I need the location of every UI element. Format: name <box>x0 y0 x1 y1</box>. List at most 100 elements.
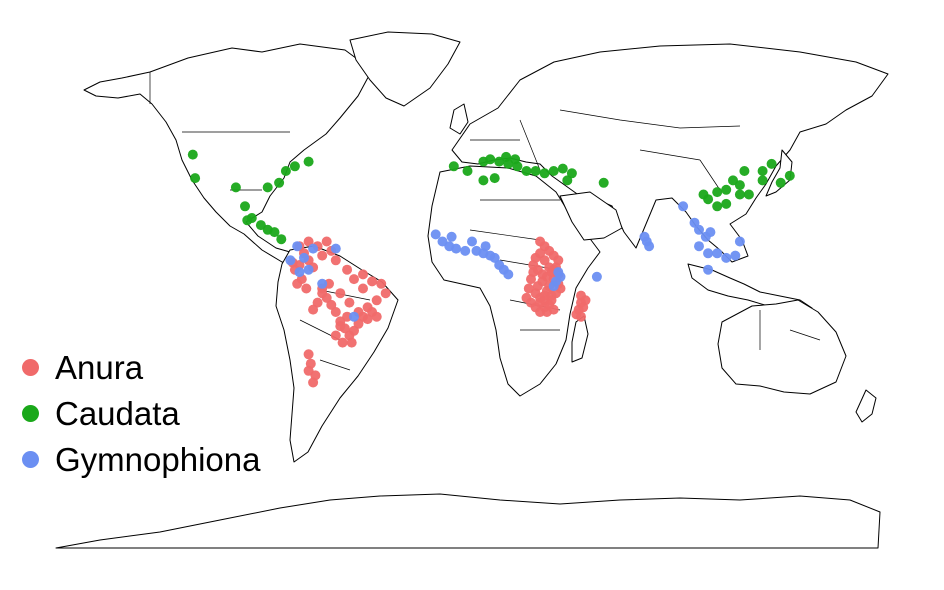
point-gymnophiona <box>460 245 471 256</box>
point-anura <box>371 311 382 322</box>
point-gymnophiona <box>480 241 491 252</box>
point-gymnophiona <box>734 236 745 247</box>
point-gymnophiona <box>694 241 704 252</box>
point-caudata <box>521 166 532 176</box>
point-anura <box>367 276 378 287</box>
point-gymnophiona <box>303 264 314 275</box>
british-isles-landmass <box>449 103 469 135</box>
point-anura <box>346 337 357 348</box>
point-gymnophiona <box>489 252 500 263</box>
point-caudata <box>775 177 786 188</box>
point-gymnophiona <box>299 252 309 263</box>
africa-landmass <box>427 165 601 397</box>
australia-landmass <box>717 299 847 395</box>
point-caudata <box>230 182 241 193</box>
point-anura <box>580 295 591 306</box>
point-anura <box>292 278 303 289</box>
point-anura <box>321 236 332 247</box>
point-anura <box>303 236 314 247</box>
point-caudata <box>276 234 287 245</box>
point-gymnophiona <box>591 271 602 282</box>
point-caudata <box>712 187 723 198</box>
point-caudata <box>539 168 550 179</box>
greenland-landmass <box>349 31 461 107</box>
point-caudata <box>448 161 459 172</box>
japan-landmass <box>765 149 793 197</box>
point-caudata <box>501 151 512 162</box>
point-caudata <box>242 215 253 226</box>
point-anura <box>358 283 368 294</box>
point-caudata <box>743 189 754 200</box>
legend-item-anura: Anura <box>22 344 260 390</box>
point-caudata <box>712 201 723 212</box>
point-gymnophiona <box>294 267 305 278</box>
point-anura <box>335 288 346 299</box>
point-anura <box>317 250 328 261</box>
point-anura <box>303 349 314 360</box>
point-gymnophiona <box>703 248 714 259</box>
point-gymnophiona <box>349 311 359 322</box>
point-anura <box>541 307 552 317</box>
point-gymnophiona <box>330 243 341 254</box>
point-anura <box>310 370 321 381</box>
point-gymnophiona <box>467 236 477 247</box>
point-anura <box>330 255 341 266</box>
point-caudata <box>510 154 521 165</box>
point-anura <box>337 337 348 348</box>
point-caudata <box>557 163 568 174</box>
point-anura <box>342 311 353 322</box>
point-anura <box>528 267 539 278</box>
point-anura <box>539 255 550 266</box>
legend-item-caudata: Caudata <box>22 390 260 436</box>
point-caudata <box>489 173 500 184</box>
point-caudata <box>721 184 732 195</box>
point-gymnophiona <box>712 248 723 259</box>
point-gymnophiona <box>705 227 716 238</box>
point-caudata <box>240 201 250 212</box>
arabia-landmass <box>559 191 623 241</box>
species-points <box>187 149 795 388</box>
point-caudata <box>757 166 768 176</box>
point-caudata <box>289 161 300 172</box>
point-gymnophiona <box>503 269 514 280</box>
point-anura <box>330 330 341 341</box>
point-anura <box>576 311 586 322</box>
point-gymnophiona <box>678 201 689 212</box>
point-anura <box>342 264 353 275</box>
legend-dot-anura <box>22 358 39 376</box>
antarctica-landmass <box>55 493 881 549</box>
point-caudata <box>598 177 609 188</box>
legend-dot-gymnophiona <box>22 450 39 468</box>
point-anura <box>349 274 359 285</box>
point-anura <box>358 269 368 280</box>
point-caudata <box>187 149 198 160</box>
madagascar-landmass <box>571 315 589 363</box>
point-gymnophiona <box>446 231 457 242</box>
legend-dot-caudata <box>22 404 39 422</box>
point-gymnophiona <box>703 264 714 275</box>
point-caudata <box>566 168 577 179</box>
point-gymnophiona <box>548 281 559 292</box>
point-caudata <box>485 154 496 165</box>
south-america-landmass <box>275 245 399 463</box>
legend-item-gymnophiona: Gymnophiona <box>22 436 260 482</box>
point-gymnophiona <box>292 241 303 252</box>
land-masses <box>55 31 889 549</box>
point-anura <box>521 292 532 303</box>
legend-label-gymnophiona: Gymnophiona <box>55 440 261 478</box>
point-caudata <box>784 170 795 181</box>
point-caudata <box>274 177 285 188</box>
point-caudata <box>562 175 573 186</box>
point-anura <box>301 283 312 294</box>
point-gymnophiona <box>689 217 700 228</box>
legend-label-anura: Anura <box>55 348 144 386</box>
point-gymnophiona <box>451 243 462 254</box>
point-caudata <box>303 156 314 167</box>
point-caudata <box>262 182 273 193</box>
point-gymnophiona <box>308 243 319 254</box>
point-gymnophiona <box>285 255 296 266</box>
point-caudata <box>721 198 732 209</box>
point-caudata <box>734 180 745 191</box>
point-anura <box>335 321 346 332</box>
